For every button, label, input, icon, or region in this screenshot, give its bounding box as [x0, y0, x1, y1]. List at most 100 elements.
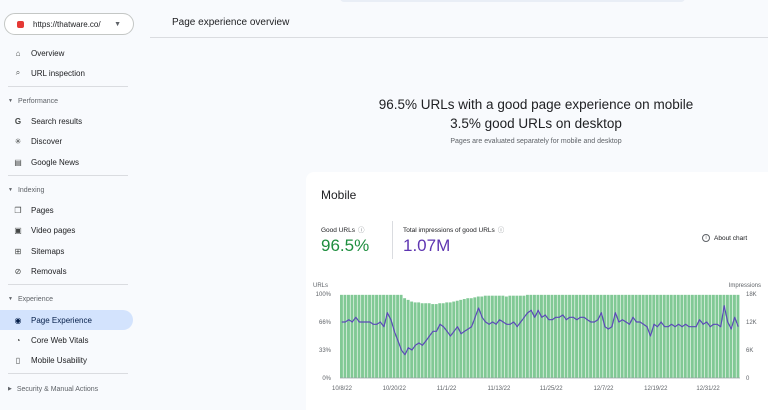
phone-icon: ▯	[15, 355, 21, 365]
chart-bar	[694, 294, 698, 378]
chart-bar	[497, 295, 501, 378]
divider	[8, 86, 128, 87]
gauge-icon: ◔	[15, 335, 21, 345]
chart-bar	[627, 294, 631, 378]
impressions-line	[341, 305, 739, 356]
chart-bar	[711, 294, 715, 378]
x-tick: 12/31/22	[696, 386, 720, 392]
x-tick: 12/7/22	[593, 386, 614, 392]
chart-bar	[582, 294, 586, 378]
chart-bar	[343, 294, 347, 378]
chart-bar	[676, 294, 680, 378]
chart-bar	[732, 294, 736, 378]
chart-bar	[718, 294, 722, 378]
chart-bar	[701, 294, 705, 378]
sidebar-item-page-experience[interactable]: ◉ Page Experience	[0, 310, 133, 330]
chart-bar	[557, 294, 561, 378]
chart-bar	[347, 294, 350, 378]
chart-bar	[392, 294, 396, 378]
sidebar-item-label: Pages	[31, 205, 54, 215]
sidebar-item-video-pages[interactable]: ▣ Video pages	[0, 220, 133, 240]
sidebar-item-label: Sitemaps	[31, 246, 65, 256]
sidebar-item-search-results[interactable]: G Search results	[0, 111, 133, 131]
card-title: Mobile	[321, 188, 357, 202]
x-tick: 11/25/22	[540, 386, 564, 392]
section-indexing[interactable]: ▼ Indexing	[0, 182, 133, 198]
chart-bar	[617, 294, 621, 378]
news-icon: ▤	[14, 157, 22, 167]
chart-bar	[662, 294, 666, 378]
chart-bar	[532, 294, 536, 378]
summary-note: Pages are evaluated separately for mobil…	[450, 138, 622, 145]
chart-bar	[613, 294, 617, 378]
section-label: Experience	[17, 295, 53, 303]
chart-bar	[441, 303, 445, 378]
about-chart-label: About chart	[714, 234, 748, 242]
chart-bar	[455, 300, 459, 378]
chart-bar	[525, 294, 529, 378]
sidebar-item-url-inspection[interactable]: ⌕ URL inspection	[0, 63, 133, 83]
chart-bar	[518, 295, 522, 378]
y-tick-left: 33%	[319, 348, 332, 354]
chart-bar	[697, 294, 701, 378]
section-performance[interactable]: ▼ Performance	[0, 93, 133, 109]
chart-bar	[371, 294, 375, 378]
good-urls-value: 96.5%	[321, 236, 370, 255]
chart-bar	[378, 294, 382, 378]
chart-bar	[729, 294, 733, 378]
chart-bar	[490, 295, 494, 378]
section-label: Performance	[17, 97, 59, 105]
chart-bar	[634, 294, 638, 378]
chart-bar	[592, 294, 596, 378]
chart-bar	[659, 294, 663, 378]
help-icon[interactable]: ⓘ	[357, 227, 365, 234]
chart-bar	[666, 294, 670, 378]
sidebar-item-label: URL inspection	[31, 68, 85, 78]
chart-bar	[508, 295, 512, 378]
y-tick-right: 12K	[746, 320, 757, 326]
section-experience[interactable]: ▼ Experience	[0, 291, 133, 307]
chart-bar	[715, 294, 719, 378]
sidebar-item-mobile-usability[interactable]: ▯ Mobile Usability	[0, 350, 133, 370]
chart-bar	[547, 294, 550, 378]
sidebar-item-label: Overview	[31, 48, 65, 58]
home-icon: ⌂	[15, 48, 21, 58]
chart-bar	[564, 294, 568, 378]
chart-bar	[389, 294, 393, 378]
sidebar-item-core-web-vitals[interactable]: ◔ Core Web Vitals	[0, 330, 133, 350]
sidebar-item-google-news[interactable]: ▤ Google News	[0, 152, 133, 172]
chart-bar	[340, 294, 343, 378]
search-bar-edge[interactable]	[340, 0, 685, 2]
divider	[8, 284, 128, 285]
chart-bar	[438, 303, 442, 378]
chart-bar	[466, 298, 470, 378]
impressions-value: 1.07M	[403, 236, 451, 255]
help-icon[interactable]: ⓘ	[497, 227, 505, 234]
section-security[interactable]: ▶ Security & Manual Actions	[0, 381, 133, 397]
chart-bar	[473, 297, 477, 378]
chart-bar	[501, 295, 505, 378]
top-bar: Page experience overview	[150, 0, 768, 38]
sidebar-item-discover[interactable]: ✳ Discover	[0, 131, 133, 151]
sidebar-item-overview[interactable]: ⌂ Overview	[0, 43, 133, 63]
chart-bar	[673, 294, 677, 378]
sidebar-item-pages[interactable]: ❐ Pages	[0, 200, 133, 220]
chart-bar	[669, 294, 673, 378]
sidebar-item-sitemaps[interactable]: ⊞ Sitemaps	[0, 241, 133, 261]
video-pages-icon: ▣	[14, 225, 22, 235]
y-tick-right: 0	[746, 376, 750, 382]
target-icon: ◉	[14, 315, 22, 325]
chart-bar	[406, 299, 410, 378]
property-selector[interactable]: https://thatware.co/ ▼	[4, 13, 134, 35]
chart-bar	[494, 295, 498, 378]
sidebar-item-removals[interactable]: ⊘ Removals	[0, 261, 133, 281]
chart-bar	[399, 294, 403, 378]
chart-bar	[417, 302, 421, 378]
chart-bar	[480, 296, 484, 378]
chart-bar	[631, 294, 635, 378]
divider	[8, 373, 128, 374]
x-tick: 11/13/22	[487, 386, 511, 392]
about-chart-link[interactable]: i About chart	[702, 234, 747, 242]
search-icon: ⌕	[15, 68, 21, 77]
chart-bar	[561, 294, 564, 378]
